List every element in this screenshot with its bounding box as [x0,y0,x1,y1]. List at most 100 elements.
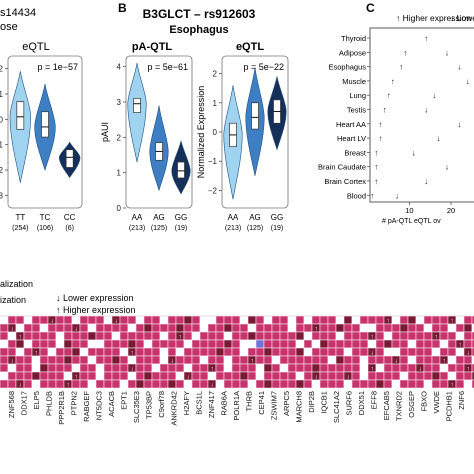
heatmap-cell [415,339,425,349]
y-tick-label: 1 [117,169,122,178]
heatmap-cell [287,379,297,389]
heatmap-cell [7,315,17,325]
heatmap-cell [399,323,409,333]
heatmap-cell [471,371,474,381]
heatmap-cell [119,347,129,357]
gene-label: EFF8 [369,391,378,409]
heatmap-cell [391,323,401,333]
gene-label: VWDE [432,391,441,414]
heatmap-cell [375,323,385,333]
heatmap-cell [183,315,193,325]
heatmap-cell [351,371,361,381]
dot-arrow-up: ↑ [374,177,378,186]
x-category-count: (125) [151,225,167,232]
heatmap-cell [175,379,185,389]
heatmap-cell [31,363,41,373]
heatmap-cell [351,379,361,389]
heatmap-cell [447,355,457,365]
heatmap-cell [463,331,473,341]
heatmap-cell [71,379,81,389]
heatmap-cell [471,323,474,333]
heatmap-cell [271,371,281,381]
heatmap-cell [375,371,385,381]
heatmap-cell [135,379,145,389]
heatmap-cell [359,371,369,381]
heatmap-cell [207,315,217,325]
heatmap-cell [87,347,97,357]
y-tick-label: −2 [208,186,218,195]
heatmap-cell [223,363,233,373]
heatmap-cell [239,315,249,325]
heatmap-cell [159,355,169,365]
heatmap-cell [0,315,9,325]
heatmap-cell [367,323,377,333]
heatmap-cell [111,323,121,333]
heatmap-cell [103,379,113,389]
x-category-count: (213) [129,225,145,232]
heatmap-cell [47,323,57,333]
heatmap-cell-arrow: ↓ [395,359,398,365]
heatmap-cell [407,371,417,381]
panel-d-legend-up: ↑ Higher expression [56,305,136,315]
heatmap-cell [39,323,49,333]
panel-c: C ↑ Higher expression ↓ Lowe Thyroid Adip… [318,1,474,225]
dot-arrow-down: ↓ [424,177,428,186]
heatmap-cell [287,347,297,357]
heatmap-cell [7,339,17,349]
x-category-count: (106) [37,225,53,232]
heatmap-cell [127,371,137,381]
heatmap-cell [79,331,89,341]
heatmap-cell [103,323,113,333]
violin-plot-b-paqtl: 4 3 2 1 0 pAUI p = 5e−61 AA (213) AG (125) GG (19) [100,55,193,232]
heatmap-cell [247,363,257,373]
panel-b-letter: B [118,1,127,15]
heatmap-cell [87,379,97,389]
heatmap-cell [23,331,33,341]
violin-plot-frame [125,55,193,209]
gene-label: ZNF417 [207,391,216,418]
heatmap-gene-labels: ZNF568 DDX17 ELP5 PHLDB PPP2R1B PTPN2 RABGEF NT… [7,391,466,426]
heatmap-cell [399,355,409,365]
heatmap-cell [143,323,153,333]
heatmap-cell-arrow: ↑ [75,375,78,381]
heatmap-cell [375,339,385,349]
y-tick-label: 0 [0,115,4,124]
gene-label: TXNRD2 [394,391,403,421]
heatmap-cell [63,315,73,325]
heatmap-cell [127,315,137,325]
heatmap-cell [191,347,201,357]
heatmap-cell [119,371,129,381]
heatmap-cell [175,363,185,373]
heatmap-cell [327,379,337,389]
heatmap-cell [151,347,161,357]
heatmap-cell [319,339,329,349]
y-tick-label: 0 [117,204,122,213]
heatmap-cell [319,363,329,373]
heatmap-cell [23,355,33,365]
heatmap-cell [151,315,161,325]
heatmap-cell [255,379,265,389]
heatmap-cell [23,323,33,333]
heatmap-cell [399,315,409,325]
heatmap-cell [343,355,353,365]
heatmap-cell [447,331,457,341]
y-tick-label: 3 [117,98,122,107]
heatmap-cell [119,323,129,333]
heatmap-cell [439,339,449,349]
heatmap-cell [207,339,217,349]
heatmap-cell [423,331,433,341]
heatmap-cell [31,371,41,381]
heatmap-cell [391,315,401,325]
heatmap-cell [311,379,321,389]
gene-label: BCS1L [195,391,204,415]
x-category-count: (19) [271,225,283,232]
heatmap-cell [143,339,153,349]
heatmap-cell [215,339,225,349]
panel-b-tissue: Esophagus [169,24,228,36]
heatmap-cell [439,347,449,357]
heatmap-cell [255,315,265,325]
heatmap-cell [231,371,241,381]
heatmap-cell [127,379,137,389]
heatmap-cell [199,347,209,357]
heatmap-cell [423,355,433,365]
